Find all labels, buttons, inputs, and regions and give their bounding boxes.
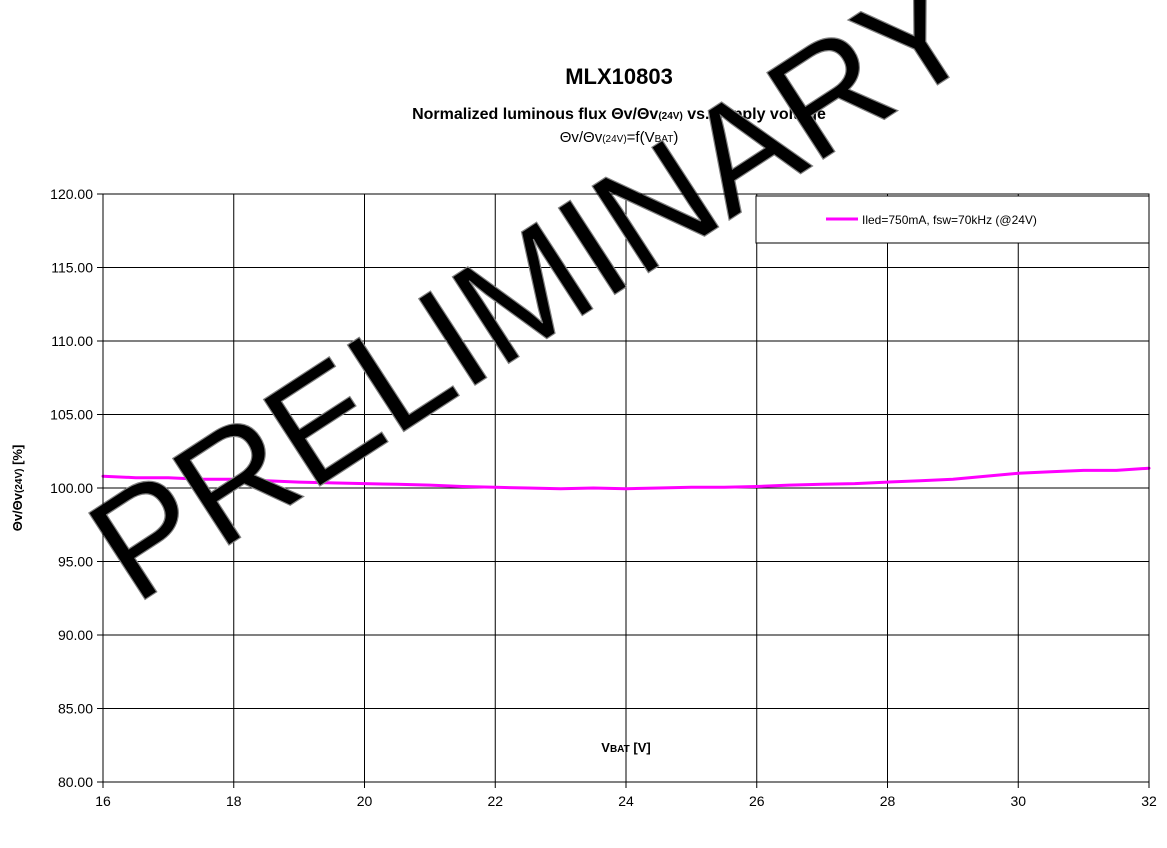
legend-box <box>755 195 1150 244</box>
y-tick-label: 95.00 <box>58 554 93 570</box>
y-tick-label: 115.00 <box>51 260 93 276</box>
y-tick-label: 110.00 <box>51 333 93 349</box>
formula-part-c: ) <box>673 129 678 146</box>
x-tick-label: 32 <box>1141 793 1157 809</box>
y-tick-label: 120.00 <box>50 186 93 202</box>
subtitle-tail: vs. supply voltage <box>683 106 826 123</box>
y-tick-label: 80.00 <box>58 774 93 790</box>
x-tick-label: 28 <box>880 793 896 809</box>
chart-subtitle: Normalized luminous flux Θv/Θv(24V) vs. … <box>412 106 826 123</box>
x-axis-label-main: V <box>601 740 610 755</box>
x-tick-label: 26 <box>749 793 765 809</box>
formula-subscript-b: BAT <box>655 134 674 145</box>
x-axis-label-tail: [V] <box>630 740 651 755</box>
x-tick-label: 22 <box>487 793 503 809</box>
x-axis-label-subscript: BAT <box>610 744 630 755</box>
x-tick-label: 16 <box>95 793 111 809</box>
y-axis-label-tail: [%] <box>10 445 25 469</box>
series-layer <box>101 466 1151 491</box>
legend-entry: Iled=750mA, fsw=70kHz (@24V) <box>862 213 1037 227</box>
x-axis-ticks: 16 18 20 22 24 26 28 30 32 <box>95 782 1157 809</box>
formula-part-b: =f(V <box>627 129 655 146</box>
subtitle-main: Normalized luminous flux Θv/Θv <box>412 106 658 123</box>
y-axis-label-subscript: (24V) <box>14 469 25 493</box>
subtitle-subscript: (24V) <box>658 111 682 122</box>
x-axis-label: VBAT [V] <box>601 740 650 755</box>
chart-formula: Θv/Θv(24V)=f(VBAT) <box>560 129 679 146</box>
formula-part-a: Θv/Θv <box>560 129 603 146</box>
x-tick-label: 20 <box>357 793 373 809</box>
x-tick-label: 18 <box>226 793 242 809</box>
y-axis-label-main: Θv/Θv <box>10 492 25 531</box>
x-tick-label: 24 <box>618 793 634 809</box>
y-axis-label: Θv/Θv(24V) [%] <box>10 445 25 532</box>
legend: Iled=750mA, fsw=70kHz (@24V) <box>755 195 1150 244</box>
series-line <box>101 466 1151 491</box>
y-tick-label: 105.00 <box>50 407 93 423</box>
chart-title: MLX10803 <box>565 64 673 89</box>
y-tick-label: 85.00 <box>58 701 93 717</box>
y-axis-ticks: 80.00 85.00 90.00 95.00 100.00 105.00 110.00 11… <box>50 186 103 790</box>
y-tick-label: 90.00 <box>58 627 93 643</box>
x-tick-label: 30 <box>1010 793 1026 809</box>
y-tick-label: 100.00 <box>50 480 93 496</box>
formula-subscript-a: (24V) <box>602 134 626 145</box>
